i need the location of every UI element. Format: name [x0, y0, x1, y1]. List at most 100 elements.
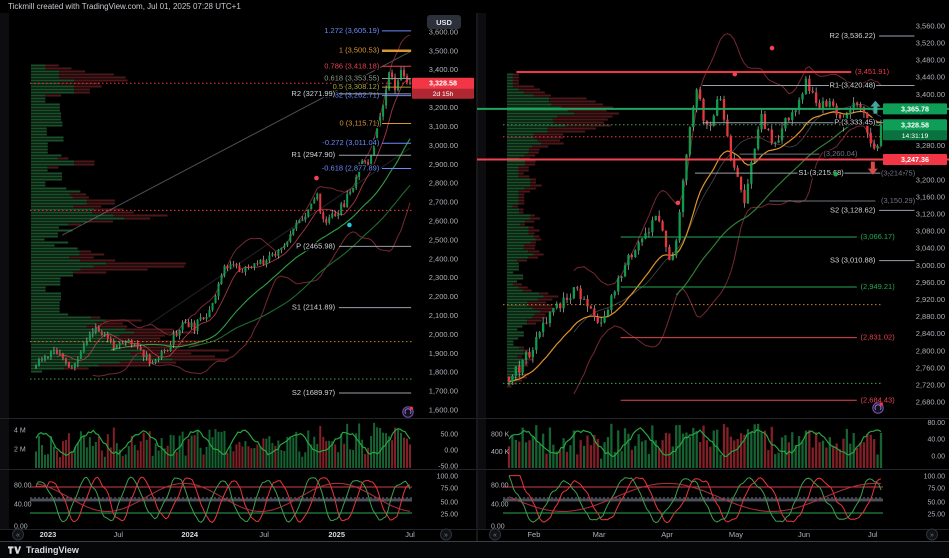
svg-text:(2,949.21): (2,949.21) — [861, 282, 896, 291]
svg-text:S2 (1689.97): S2 (1689.97) — [292, 388, 336, 397]
svg-text:2,300.00: 2,300.00 — [429, 273, 458, 282]
signal-dot — [347, 222, 352, 228]
svg-text:3,280.00: 3,280.00 — [916, 141, 945, 150]
svg-text:(3,451.91): (3,451.91) — [855, 67, 890, 76]
svg-text:«: « — [16, 532, 20, 539]
price-axis[interactable]: 3,560.00 3,520.00 3,480.00 3,440.00 3,400.00… — [916, 21, 945, 406]
svg-text:3,500.00: 3,500.00 — [429, 46, 458, 55]
svg-text:»: » — [444, 532, 448, 539]
event-icon[interactable] — [872, 402, 884, 414]
svg-text:«: « — [493, 532, 497, 539]
svg-text:Apr: Apr — [661, 530, 673, 539]
svg-text:2,200.00: 2,200.00 — [429, 292, 458, 301]
overlay-lines — [508, 33, 882, 395]
svg-text:0 (3,115.71): 0 (3,115.71) — [339, 118, 379, 127]
volume-pane: 800 K 400 K 80.00 40.00 0.00 — [491, 420, 945, 468]
svg-text:-0.272 (3,011.04): -0.272 (3,011.04) — [322, 138, 379, 147]
signal-dot — [732, 71, 738, 77]
svg-text:75.00: 75.00 — [440, 486, 458, 493]
svg-text:1.272 (3,605.19): 1.272 (3,605.19) — [324, 26, 380, 35]
svg-text:2,720.00: 2,720.00 — [916, 381, 945, 390]
price-label-box — [883, 154, 947, 166]
charts-row: 1.272 (3,605.19) 1 (3,500.53) 0.786 (3,418… — [0, 13, 949, 541]
svg-text:0.382 (3,262.71): 0.382 (3,262.71) — [324, 91, 380, 100]
header-bar: Tickmill created with TradingView.com, J… — [0, 0, 949, 13]
axis-price-boxes: 3,365.78 3,328.58 14:31:19 3,247.36 — [883, 103, 947, 166]
signal-dot — [314, 175, 319, 181]
jump-right-button[interactable]: » — [440, 528, 452, 541]
candles — [35, 66, 411, 371]
svg-text:4 M: 4 M — [14, 427, 26, 434]
svg-text:Jul: Jul — [113, 530, 123, 539]
jump-right-button[interactable]: » — [926, 528, 938, 541]
level-lines[interactable]: 1.272 (3,605.19) 1 (3,500.53) 0.786 (3,418… — [290, 25, 412, 398]
left-chart[interactable]: 1.272 (3,605.19) 1 (3,500.53) 0.786 (3,418… — [0, 13, 476, 541]
svg-text:3,328.58: 3,328.58 — [901, 120, 929, 129]
svg-text:Jul: Jul — [868, 530, 878, 539]
right-chart[interactable]: R2 (3,536.22) (3,451.91) R1 (3,420.48) P (3… — [477, 13, 949, 541]
svg-text:(3,150.29): (3,150.29) — [881, 196, 916, 205]
svg-text:(3,066.17): (3,066.17) — [861, 232, 896, 241]
jump-left-button[interactable]: « — [12, 528, 24, 541]
svg-text:1,900.00: 1,900.00 — [429, 349, 458, 358]
signal-dot — [675, 200, 681, 206]
svg-text:40.00: 40.00 — [491, 502, 509, 509]
svg-text:80.00: 80.00 — [927, 420, 945, 427]
signal-dot — [833, 171, 838, 177]
svg-text:800 K: 800 K — [491, 432, 510, 439]
svg-text:0.00: 0.00 — [931, 453, 945, 460]
oscillator-pane: 80.00 40.00 0.00 100.00 75.00 50.00 25.00 — [491, 474, 945, 531]
svg-text:0.00: 0.00 — [14, 523, 28, 530]
svg-text:25.00: 25.00 — [927, 511, 945, 518]
svg-text:3,365.78: 3,365.78 — [901, 104, 929, 113]
svg-text:Feb: Feb — [527, 530, 540, 539]
svg-text:S1 (3,215.68): S1 (3,215.68) — [798, 168, 844, 177]
svg-text:3,520.00: 3,520.00 — [916, 38, 945, 47]
svg-text:2024: 2024 — [181, 530, 199, 539]
svg-text:2,900.00: 2,900.00 — [429, 160, 458, 169]
svg-text:2,800.00: 2,800.00 — [429, 179, 458, 188]
tradingview-logo[interactable] — [8, 544, 21, 556]
jump-left-button[interactable]: « — [489, 528, 501, 541]
svg-text:R1 (3,420.48): R1 (3,420.48) — [830, 80, 876, 89]
time-axis[interactable]: Feb Mar Apr May Jun Jul « » — [489, 528, 938, 541]
svg-text:S3 (3,010.88): S3 (3,010.88) — [830, 256, 876, 265]
level-lines[interactable]: R2 (3,536.22) (3,451.91) R1 (3,420.48) P (3… — [477, 30, 949, 405]
svg-text:S2 (3,128.62): S2 (3,128.62) — [830, 205, 876, 214]
svg-text:1,800.00: 1,800.00 — [429, 368, 458, 377]
svg-text:3,200.00: 3,200.00 — [916, 175, 945, 184]
svg-text:Mar: Mar — [593, 530, 606, 539]
svg-text:50.00: 50.00 — [927, 499, 945, 506]
svg-text:»: » — [930, 532, 934, 539]
svg-text:2,500.00: 2,500.00 — [429, 235, 458, 244]
svg-text:(2,831.02): (2,831.02) — [861, 333, 896, 342]
svg-text:1,600.00: 1,600.00 — [429, 406, 458, 415]
currency-button[interactable]: USD — [427, 15, 461, 29]
svg-text:14:31:19: 14:31:19 — [902, 133, 929, 140]
alert-lines[interactable] — [503, 124, 883, 384]
axis-price-boxes: 3,328.58 2d 15h — [412, 77, 474, 99]
svg-text:2,880.00: 2,880.00 — [916, 312, 945, 321]
svg-text:2,600.00: 2,600.00 — [429, 216, 458, 225]
svg-text:3,160.00: 3,160.00 — [916, 192, 945, 201]
time-axis[interactable]: 2023 Jul 2024 Jul 2025 Jul « » — [12, 528, 452, 541]
svg-text:-50.00: -50.00 — [438, 464, 458, 471]
svg-text:S1 (2141.89): S1 (2141.89) — [292, 303, 336, 312]
svg-text:3,200.00: 3,200.00 — [429, 103, 458, 112]
svg-text:3,100.00: 3,100.00 — [429, 122, 458, 131]
svg-text:3,328.58: 3,328.58 — [429, 79, 457, 88]
event-icon[interactable] — [402, 406, 414, 418]
svg-text:0.786 (3,418.18): 0.786 (3,418.18) — [324, 61, 380, 70]
svg-text:P (2465.98): P (2465.98) — [296, 241, 336, 250]
svg-text:2025: 2025 — [328, 530, 345, 539]
svg-text:3,400.00: 3,400.00 — [916, 90, 945, 99]
svg-text:Jul: Jul — [259, 530, 269, 539]
svg-text:2,100.00: 2,100.00 — [429, 311, 458, 320]
signal-dot — [769, 45, 775, 51]
svg-text:50.00: 50.00 — [440, 499, 458, 506]
svg-text:3,000.00: 3,000.00 — [429, 141, 458, 150]
svg-text:2,000.00: 2,000.00 — [429, 330, 458, 339]
svg-text:3,600.00: 3,600.00 — [429, 27, 458, 36]
svg-text:2,920.00: 2,920.00 — [916, 295, 945, 304]
